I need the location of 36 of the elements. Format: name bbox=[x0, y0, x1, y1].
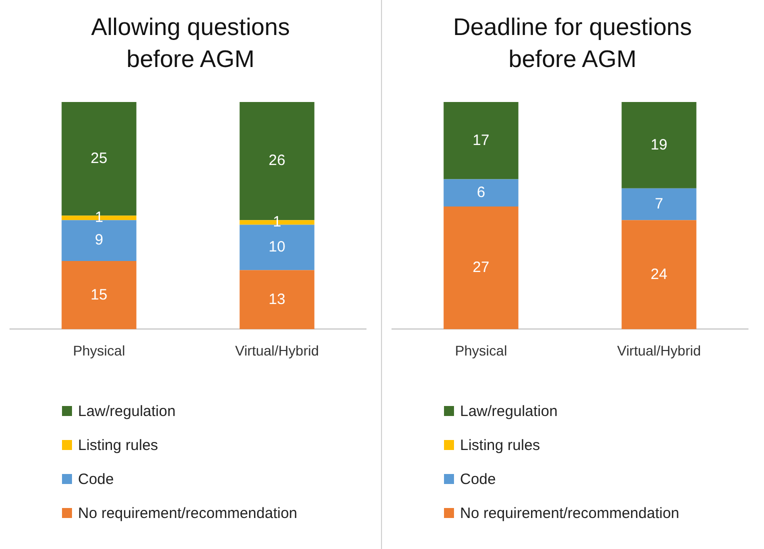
bar bbox=[444, 102, 518, 180]
bar bbox=[240, 224, 314, 270]
data-label: 6 bbox=[476, 184, 486, 202]
data-label: 24 bbox=[650, 266, 668, 283]
legend-label: Listing rules bbox=[460, 436, 540, 454]
legend-label: Law/regulation bbox=[78, 402, 176, 420]
legend-label: Code bbox=[78, 470, 114, 488]
data-label: 9 bbox=[94, 232, 104, 249]
legend-label: Code bbox=[460, 470, 496, 488]
data-label: 17 bbox=[472, 132, 490, 149]
bar bbox=[622, 102, 696, 188]
data-label: 25 bbox=[90, 150, 108, 167]
bar bbox=[444, 206, 518, 330]
x-tick-label: Physical bbox=[454, 342, 508, 358]
x-tick-label: Virtual/Hybrid bbox=[235, 342, 319, 358]
chart-title: Deadline for questions before AGM bbox=[452, 13, 692, 75]
data-label: 10 bbox=[268, 238, 286, 256]
bar bbox=[622, 220, 696, 330]
bar bbox=[240, 270, 314, 330]
x-tick-label: Virtual/Hybrid bbox=[617, 342, 701, 358]
bar bbox=[444, 179, 518, 207]
data-label: 27 bbox=[472, 258, 490, 276]
x-tick-label: Physical bbox=[72, 342, 126, 358]
legend-label: Law/regulation bbox=[460, 402, 558, 420]
data-label: 13 bbox=[268, 290, 286, 308]
bar bbox=[622, 188, 696, 220]
data-label: 19 bbox=[650, 136, 668, 154]
data-label: 15 bbox=[90, 286, 108, 304]
legend-label: No requirement/recommendation bbox=[460, 504, 680, 522]
legend-label: No requirement/recommendation bbox=[78, 504, 298, 522]
bar bbox=[62, 261, 136, 330]
bar bbox=[62, 220, 136, 262]
chart-title: Allowing questions before AGM bbox=[90, 13, 291, 75]
data-label: 7 bbox=[654, 195, 664, 212]
legend-label: Listing rules bbox=[78, 436, 158, 454]
data-label: 26 bbox=[268, 152, 286, 170]
